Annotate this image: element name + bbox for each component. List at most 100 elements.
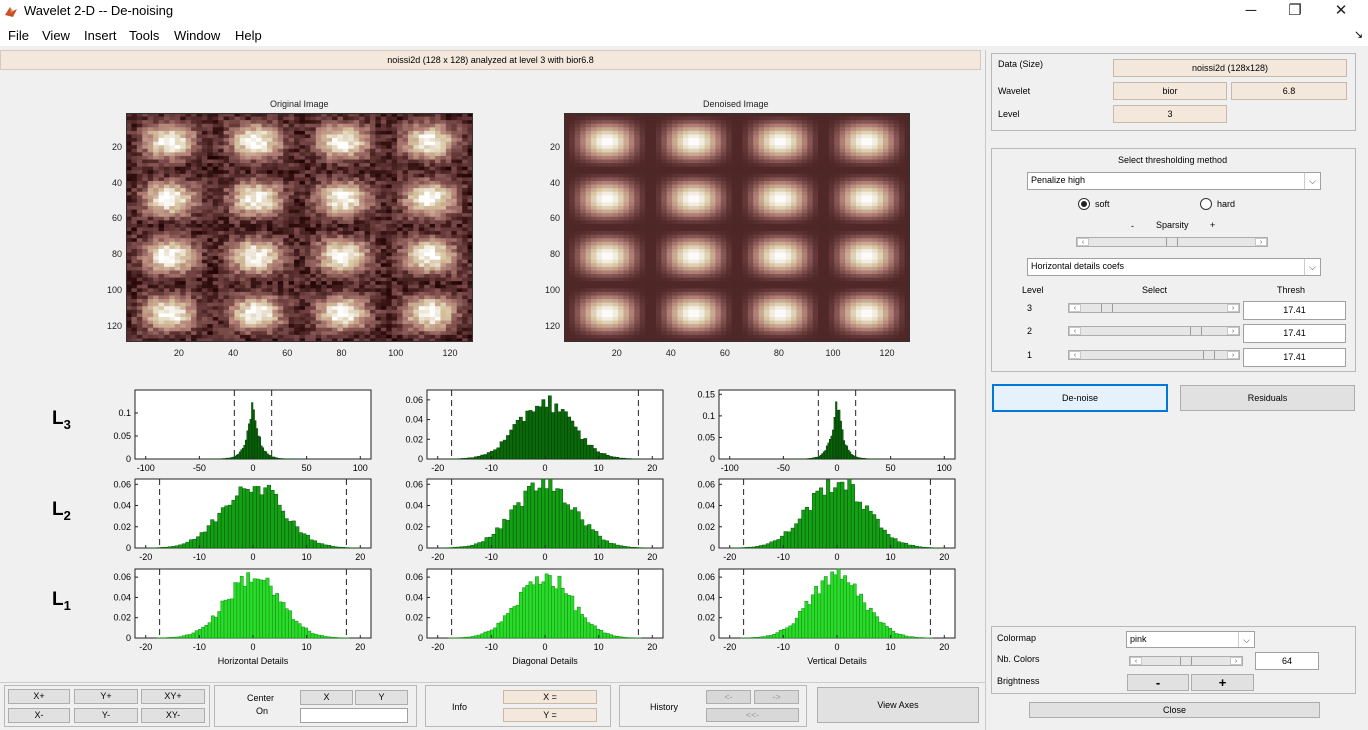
close-button[interactable]: Close <box>1029 702 1320 718</box>
menu-file[interactable]: File <box>8 28 29 43</box>
ytick-label: 0.1 <box>118 408 131 418</box>
zoom-xy-minus-button[interactable]: XY- <box>141 708 205 723</box>
slider-left-arrow-icon[interactable]: ‹ <box>1069 304 1081 312</box>
history-back-button[interactable]: <- <box>706 690 751 704</box>
ytick-label: 0 <box>126 543 131 553</box>
xtick-label: -20 <box>139 552 152 562</box>
ytick-label: 0 <box>418 543 423 553</box>
zoom-y-minus-button[interactable]: Y- <box>74 708 138 723</box>
title-bar: Wavelet 2-D -- De-noising ─ ❐ ✕ <box>0 0 1368 24</box>
history-start-button[interactable]: <<- <box>706 708 799 722</box>
histogram-bar <box>596 628 600 639</box>
center-on-field[interactable] <box>300 708 408 723</box>
denoised-xtick: 120 <box>879 348 895 358</box>
histogram-bar <box>921 546 926 549</box>
slider-right-arrow-icon[interactable]: › <box>1230 657 1242 665</box>
histogram-bar <box>773 540 778 549</box>
slider-thumb[interactable] <box>1203 351 1216 359</box>
menu-window[interactable]: Window <box>174 28 221 43</box>
menu-help[interactable]: Help <box>235 28 262 43</box>
slider-left-arrow-icon[interactable]: ‹ <box>1069 327 1081 335</box>
histogram-L1-diagonal[interactable]: 0 0.02 0.04 0.06 -20 -10 0 10 20 Diagonal Details <box>405 568 664 666</box>
slider-thumb[interactable] <box>1189 327 1202 335</box>
histogram-bar <box>284 608 289 639</box>
histogram-L2-vertical[interactable]: 0 0.02 0.04 0.06 -20 -10 0 10 20 <box>697 478 956 562</box>
histogram-L1-vertical[interactable]: 0 0.02 0.04 0.06 -20 -10 0 10 20 Vertical Details <box>697 568 956 666</box>
zoom-x-plus-button[interactable]: X+ <box>8 689 70 704</box>
center-y-button[interactable]: Y <box>355 690 408 705</box>
histogram-bar <box>562 502 567 549</box>
slider-left-arrow-icon[interactable]: ‹ <box>1077 238 1089 246</box>
level-row-3-slider[interactable]: ‹ › <box>1068 303 1240 313</box>
slider-thumb[interactable] <box>1180 657 1192 665</box>
soft-radio[interactable] <box>1078 198 1090 210</box>
zoom-x-minus-button[interactable]: X- <box>8 708 70 723</box>
colormap-select[interactable]: pink ⌵ <box>1126 631 1255 648</box>
histogram-bar <box>295 526 300 549</box>
center-x-button[interactable]: X <box>300 690 353 705</box>
view-axes-button[interactable]: View Axes <box>817 687 979 723</box>
histogram-L3-vertical[interactable]: 0 0.05 0.1 0.15 -100 -50 0 50 100 <box>697 389 956 473</box>
histogram-L1-horizontal[interactable]: 0 0.02 0.04 0.06 -20 -10 0 10 20 Horizontal Detai… <box>113 568 372 666</box>
brightness-plus-button[interactable]: + <box>1191 674 1254 691</box>
close-window-button[interactable]: ✕ <box>1334 2 1348 19</box>
maximize-button[interactable]: ❐ <box>1288 2 1302 19</box>
histogram-xlabel: Vertical Details <box>807 656 867 666</box>
xtick-label: 20 <box>355 552 365 562</box>
sparsity-slider[interactable]: ‹ › <box>1076 237 1268 247</box>
histogram-bar <box>811 493 817 549</box>
threshold-method-select[interactable]: Penalize high ⌵ <box>1027 172 1321 190</box>
histogram-bar <box>865 505 870 549</box>
slider-left-arrow-icon[interactable]: ‹ <box>1069 351 1081 359</box>
slider-right-arrow-icon[interactable]: › <box>1227 304 1239 312</box>
denoised-image[interactable] <box>564 113 910 342</box>
histogram-bar <box>242 488 247 549</box>
minimize-button[interactable]: ─ <box>1245 2 1257 19</box>
details-coefs-select[interactable]: Horizontal details coefs ⌵ <box>1027 258 1321 276</box>
slider-right-arrow-icon[interactable]: › <box>1227 327 1239 335</box>
histogram-L2-horizontal[interactable]: 0 0.02 0.04 0.06 -20 -10 0 10 20 <box>113 478 372 562</box>
histogram-bar <box>580 439 584 460</box>
histogram-bar <box>602 453 607 460</box>
histogram-bar <box>878 621 883 639</box>
ytick-label: 0 <box>126 633 131 643</box>
level-row-2-thresh-field[interactable]: 17.41 <box>1243 324 1346 343</box>
histogram-bar <box>819 487 824 549</box>
nb-colors-field[interactable]: 64 <box>1255 652 1319 670</box>
dock-arrow-icon[interactable]: ↘ <box>1354 29 1364 41</box>
slider-right-arrow-icon[interactable]: › <box>1255 238 1267 246</box>
residuals-button[interactable]: Residuals <box>1180 385 1355 411</box>
histogram-L3-horizontal[interactable]: 0 0.05 0.1 -100 -50 0 50 100 <box>113 389 372 473</box>
ytick-label: 0.02 <box>113 522 131 532</box>
zoom-y-plus-button[interactable]: Y+ <box>74 689 138 704</box>
nb-colors-slider[interactable]: ‹ › <box>1129 656 1243 666</box>
ytick-label: 0.04 <box>113 592 131 602</box>
level-row-1-slider[interactable]: ‹ › <box>1068 350 1240 360</box>
original-image[interactable] <box>126 113 473 342</box>
zoom-xy-plus-button[interactable]: XY+ <box>141 689 205 704</box>
menu-insert[interactable]: Insert <box>84 28 117 43</box>
denoise-button[interactable]: De-noise <box>992 384 1168 412</box>
histogram-bar <box>794 617 799 639</box>
slider-left-arrow-icon[interactable]: ‹ <box>1130 657 1142 665</box>
brightness-minus-button[interactable]: - <box>1127 674 1189 691</box>
histogram-bar <box>753 637 757 639</box>
histogram-bar <box>558 488 563 549</box>
history-forward-button[interactable]: -> <box>754 690 799 704</box>
slider-thumb[interactable] <box>1101 304 1114 312</box>
display-settings-panel: Colormap pink ⌵ Nb. Colors ‹ › 64 Bright… <box>991 626 1356 694</box>
menu-view[interactable]: View <box>42 28 70 43</box>
level-row-3-thresh-field[interactable]: 17.41 <box>1243 301 1346 320</box>
histogram-L3-diagonal[interactable]: 0 0.02 0.04 0.06 -20 -10 0 10 20 <box>405 389 664 473</box>
slider-thumb[interactable] <box>1166 238 1178 246</box>
hard-radio[interactable] <box>1200 198 1212 210</box>
histogram-L2-diagonal[interactable]: 0 0.02 0.04 0.06 -20 -10 0 10 20 <box>405 478 664 562</box>
level-row-2-slider[interactable]: ‹ › <box>1068 326 1240 336</box>
histogram-bar <box>201 626 205 639</box>
level-row-1-thresh-field[interactable]: 17.41 <box>1243 348 1346 367</box>
slider-right-arrow-icon[interactable]: › <box>1227 351 1239 359</box>
history-label: History <box>650 702 679 712</box>
menu-tools[interactable]: Tools <box>129 28 160 43</box>
histogram-bar <box>748 546 753 549</box>
ytick-label: 0.02 <box>405 522 423 532</box>
